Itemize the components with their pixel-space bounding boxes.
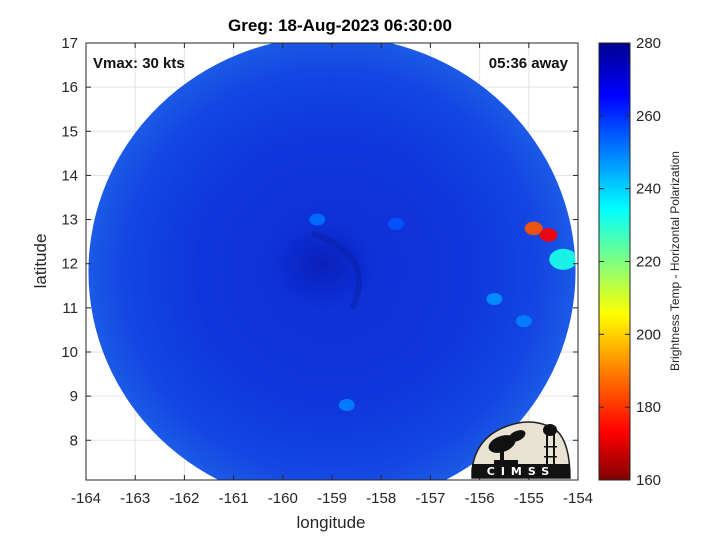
colorbar-tick-label: 180 xyxy=(636,399,661,416)
x-tick-label: -156 xyxy=(465,490,495,507)
x-tick-label: -163 xyxy=(120,490,150,507)
logo-text: CIMSS xyxy=(487,465,555,478)
x-tick-label: -161 xyxy=(219,490,249,507)
x-tick-label: -162 xyxy=(169,490,199,507)
y-axis: 8 9 10 11 12 13 14 15 16 17 xyxy=(61,35,578,449)
colorbar-tick-label: 240 xyxy=(636,181,661,198)
x-tick-label: -154 xyxy=(563,490,593,507)
y-axis-label: latitude xyxy=(31,234,50,289)
time-away-annotation: 05:36 away xyxy=(489,55,569,72)
swath-features xyxy=(267,213,576,411)
storm-center xyxy=(267,218,378,309)
x-axis: -164 -163 -162 -161 -160 -159 -158 -157 -156 -155… xyxy=(71,43,593,507)
y-tick-label: 17 xyxy=(61,35,78,52)
chart-title: Greg: 18-Aug-2023 06:30:00 xyxy=(228,16,452,35)
convection-feature xyxy=(486,293,503,306)
y-tick-label: 14 xyxy=(61,167,78,184)
x-tick-label: -159 xyxy=(317,490,347,507)
colorbar-tick-label: 280 xyxy=(636,35,661,52)
colorbar-ticks: 280 260 240 220 200 180 160 xyxy=(599,35,661,489)
y-tick-label: 11 xyxy=(62,300,78,317)
rain-band xyxy=(311,230,363,310)
water-tower-icon xyxy=(543,424,557,468)
colorbar-tick-label: 260 xyxy=(636,108,661,125)
y-tick-label: 15 xyxy=(61,123,78,140)
x-tick-label: -164 xyxy=(71,490,101,507)
convection-feature xyxy=(338,398,355,411)
convection-feature xyxy=(515,315,532,328)
y-tick-label: 13 xyxy=(61,212,78,229)
convection-feature xyxy=(539,228,558,242)
convection-feature xyxy=(309,213,326,226)
y-tick-label: 10 xyxy=(61,344,78,361)
x-tick-label: -155 xyxy=(514,490,544,507)
x-tick-label: -157 xyxy=(415,490,445,507)
convection-feature xyxy=(387,217,404,230)
convection-feature xyxy=(524,221,543,236)
x-tick-label: -160 xyxy=(268,490,298,507)
vmax-annotation: Vmax: 30 kts xyxy=(93,55,185,72)
convection-feature xyxy=(549,248,576,270)
cimss-logo: CIMSS xyxy=(471,421,571,479)
y-tick-label: 16 xyxy=(61,79,78,96)
swath-image xyxy=(88,43,576,480)
colorbar-label: Brightness Temp - Horizontal Polarizatio… xyxy=(668,151,682,371)
y-tick-label: 8 xyxy=(70,432,78,449)
colorbar-tick-label: 220 xyxy=(636,254,661,271)
colorbar-tick-label: 160 xyxy=(636,472,661,489)
colorbar-tick-label: 200 xyxy=(636,326,661,343)
y-tick-label: 9 xyxy=(70,388,78,405)
logo-band xyxy=(472,464,570,478)
y-tick-label: 12 xyxy=(61,256,78,273)
x-axis-label: longitude xyxy=(296,513,365,532)
x-tick-label: -158 xyxy=(366,490,396,507)
